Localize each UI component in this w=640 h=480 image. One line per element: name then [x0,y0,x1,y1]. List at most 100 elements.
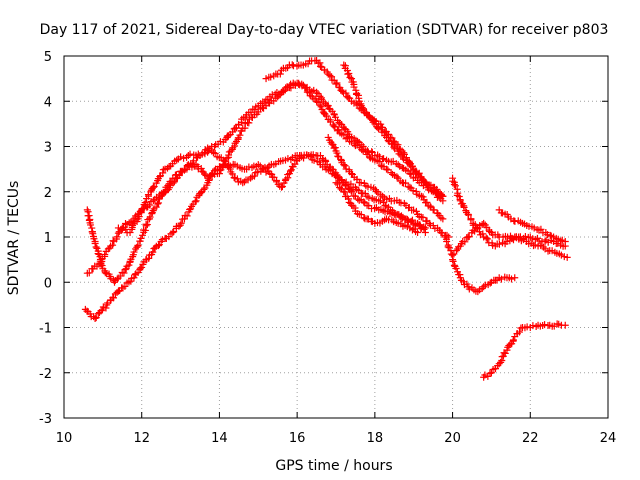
data-point [481,371,489,379]
data-point [419,213,427,221]
data-point [455,193,463,201]
x-tick-label: 18 [367,431,384,446]
data-point [515,328,523,336]
x-tick-label: 22 [522,431,539,446]
data-point [310,156,318,164]
data-point [406,183,414,191]
data-point [426,202,434,210]
x-tick-label: 10 [56,431,73,446]
data-point [254,168,262,176]
data-point [335,126,343,134]
data-point [116,272,124,280]
data-point [341,162,349,170]
data-point [348,170,356,178]
data-point [92,243,100,251]
data-point [379,123,387,131]
data-point [102,304,110,312]
data-point [170,178,178,186]
data-point [342,89,350,97]
y-tick-label: 3 [44,141,52,156]
data-point [430,206,438,214]
data-point [341,125,349,133]
series-track-2 [83,79,447,286]
data-point [284,155,292,163]
data-point [250,172,258,180]
data-point [134,241,142,249]
data-point [154,200,162,208]
data-point [483,235,491,243]
data-point [139,231,147,239]
data-point [388,134,396,142]
data-point [155,242,163,250]
data-point [563,253,571,261]
data-point [338,87,346,95]
data-point [452,265,460,273]
series-track-8 [332,179,422,236]
grid [64,56,608,418]
data-point [439,215,447,223]
data-point [400,149,408,157]
data-point [313,97,321,105]
data-point [365,194,373,202]
data-point [91,240,99,248]
data-point [288,61,296,69]
data-point [541,321,549,329]
data-point [114,287,122,295]
data-point [480,219,488,227]
data-point [445,244,453,252]
data-point [375,158,383,166]
data-point [334,152,342,160]
data-point [561,238,569,246]
data-point [406,170,414,178]
data-point [465,211,473,219]
data-point [293,62,301,70]
data-point [138,263,146,271]
data-point [180,166,188,174]
data-point [380,155,388,163]
data-point [344,134,352,142]
data-point [305,89,313,97]
data-point [302,84,310,92]
data-point [149,183,157,191]
data-point [465,233,473,241]
data-point [192,197,200,205]
data-point [149,197,157,205]
data-point [366,114,374,122]
data-point [156,173,164,181]
data-point [313,88,321,96]
data-point [482,234,490,242]
data-point [480,283,488,291]
data-point [357,179,365,187]
data-point [537,225,545,233]
data-point [121,266,129,274]
data-point [331,144,339,152]
y-tick-label: -3 [39,412,52,427]
y-axis-label: SDTVAR / TECUs [6,181,22,296]
data-point [282,84,290,92]
data-point [278,183,286,191]
data-point [330,122,338,130]
data-point [414,228,422,236]
data-point [159,169,167,177]
data-point [236,131,244,139]
data-point [337,156,345,164]
data-point [91,314,99,322]
data-point [443,238,451,246]
data-point [322,157,330,165]
x-tick-label: 14 [211,431,228,446]
data-point [394,161,402,169]
y-tick-label: 2 [44,186,52,201]
data-point [434,190,442,198]
y-tick-label: 1 [44,231,52,246]
data-point [316,62,324,70]
data-point [183,212,191,220]
data-point [541,238,549,246]
data-point [449,257,457,265]
data-point [326,71,334,79]
data-point [155,199,163,207]
x-tick-label: 20 [444,431,461,446]
data-point [450,180,458,188]
data-point [113,233,121,241]
